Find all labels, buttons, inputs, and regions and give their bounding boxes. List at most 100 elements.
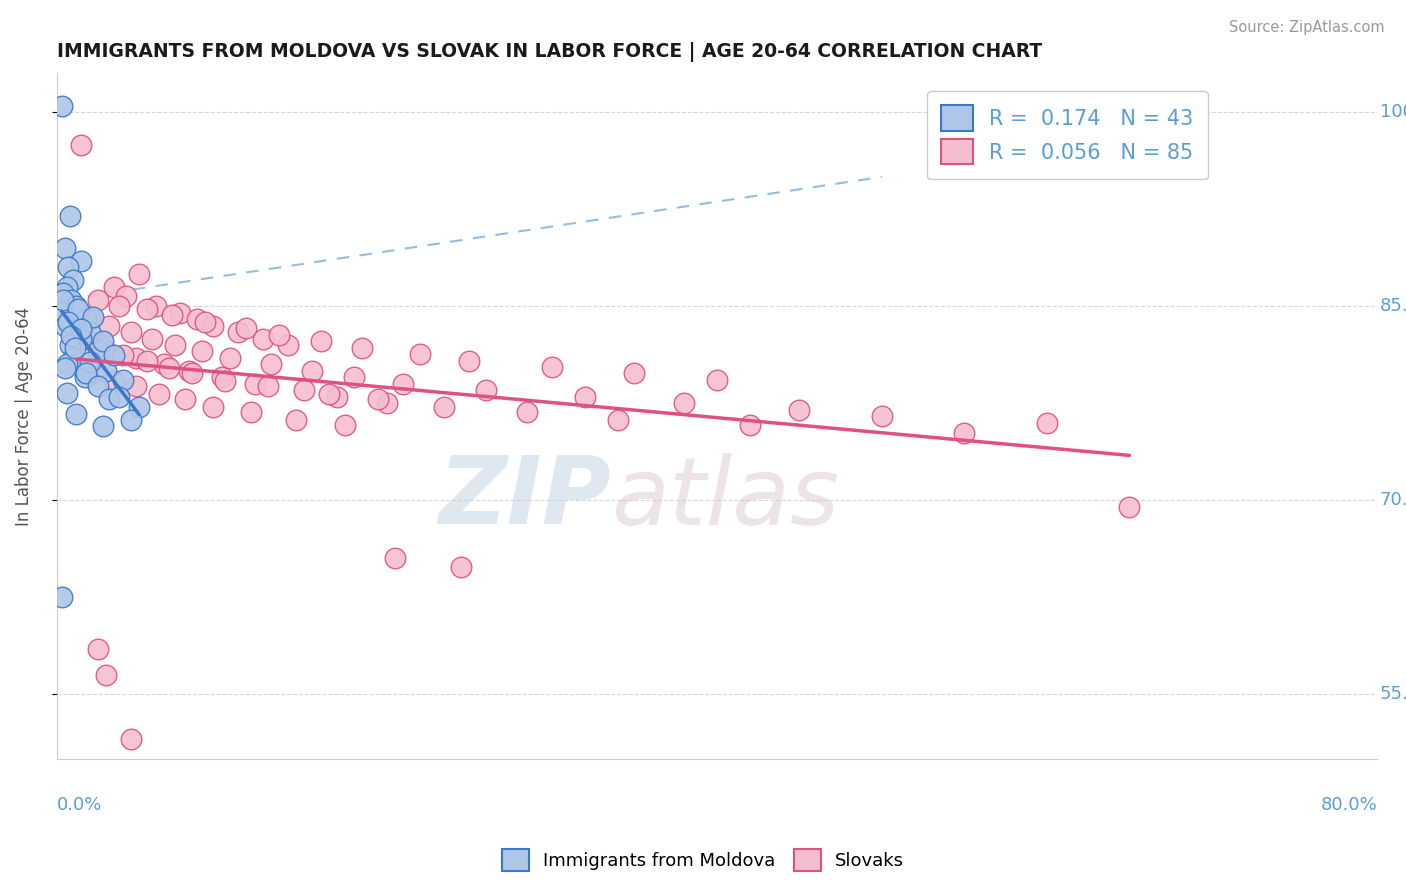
Point: [474, 383, 496, 397]
Point: [186, 312, 208, 326]
Point: [243, 376, 266, 391]
Point: [301, 364, 323, 378]
Point: [120, 325, 142, 339]
Point: [181, 367, 204, 381]
Point: [309, 334, 332, 348]
Point: [450, 560, 472, 574]
Text: 55.0%: 55.0%: [1379, 685, 1406, 703]
Point: [191, 344, 214, 359]
Point: [125, 379, 148, 393]
Point: [458, 353, 481, 368]
Point: [94, 364, 117, 378]
Point: [65, 407, 87, 421]
Point: [219, 351, 242, 365]
Point: [103, 348, 125, 362]
Point: [292, 383, 315, 397]
Point: [211, 370, 233, 384]
Point: [350, 341, 373, 355]
Point: [98, 392, 121, 407]
Point: [75, 312, 97, 326]
Point: [136, 301, 159, 316]
Point: [115, 289, 138, 303]
Point: [60, 329, 83, 343]
Point: [789, 402, 811, 417]
Legend: Immigrants from Moldova, Slovaks: Immigrants from Moldova, Slovaks: [495, 842, 911, 879]
Point: [516, 405, 538, 419]
Point: [75, 332, 97, 346]
Point: [318, 387, 340, 401]
Point: [70, 254, 93, 268]
Point: [82, 310, 104, 324]
Point: [70, 322, 93, 336]
Point: [91, 334, 114, 348]
Point: [367, 392, 389, 407]
Point: [226, 325, 249, 339]
Point: [277, 338, 299, 352]
Point: [51, 99, 73, 113]
Point: [79, 312, 101, 326]
Point: [91, 341, 114, 355]
Point: [53, 361, 76, 376]
Point: [738, 418, 761, 433]
Point: [87, 379, 110, 393]
Point: [409, 347, 432, 361]
Point: [108, 299, 131, 313]
Point: [165, 338, 187, 352]
Point: [257, 379, 280, 393]
Point: [103, 374, 125, 388]
Point: [1118, 500, 1140, 514]
Point: [269, 327, 291, 342]
Point: [174, 392, 197, 407]
Text: Source: ZipAtlas.com: Source: ZipAtlas.com: [1229, 20, 1385, 35]
Point: [51, 306, 73, 320]
Point: [672, 396, 695, 410]
Point: [87, 293, 110, 307]
Point: [94, 344, 117, 359]
Point: [60, 293, 83, 307]
Point: [202, 318, 225, 333]
Point: [284, 413, 307, 427]
Point: [160, 308, 183, 322]
Point: [120, 413, 142, 427]
Point: [55, 280, 77, 294]
Point: [51, 590, 73, 604]
Point: [343, 370, 366, 384]
Point: [82, 367, 104, 381]
Point: [63, 341, 86, 355]
Point: [75, 367, 97, 381]
Point: [240, 405, 263, 419]
Point: [55, 357, 77, 371]
Point: [145, 299, 167, 313]
Point: [53, 318, 76, 333]
Text: 100.0%: 100.0%: [1379, 103, 1406, 121]
Point: [111, 348, 134, 362]
Point: [623, 367, 645, 381]
Point: [252, 332, 274, 346]
Point: [148, 387, 170, 401]
Point: [706, 373, 728, 387]
Point: [214, 374, 236, 388]
Point: [375, 396, 398, 410]
Text: IMMIGRANTS FROM MOLDOVA VS SLOVAK IN LABOR FORCE | AGE 20-64 CORRELATION CHART: IMMIGRANTS FROM MOLDOVA VS SLOVAK IN LAB…: [56, 42, 1042, 62]
Point: [67, 301, 90, 316]
Point: [260, 357, 283, 371]
Point: [108, 390, 131, 404]
Text: 0.0%: 0.0%: [56, 797, 103, 814]
Point: [79, 355, 101, 369]
Point: [59, 338, 82, 352]
Point: [392, 376, 415, 391]
Point: [79, 325, 101, 339]
Point: [94, 667, 117, 681]
Text: atlas: atlas: [612, 453, 839, 544]
Point: [606, 413, 628, 427]
Point: [128, 400, 150, 414]
Point: [55, 385, 77, 400]
Point: [73, 370, 96, 384]
Point: [65, 357, 87, 371]
Point: [235, 321, 257, 335]
Text: 85.0%: 85.0%: [1379, 297, 1406, 315]
Point: [70, 332, 93, 346]
Point: [1036, 416, 1059, 430]
Point: [120, 732, 142, 747]
Point: [177, 364, 200, 378]
